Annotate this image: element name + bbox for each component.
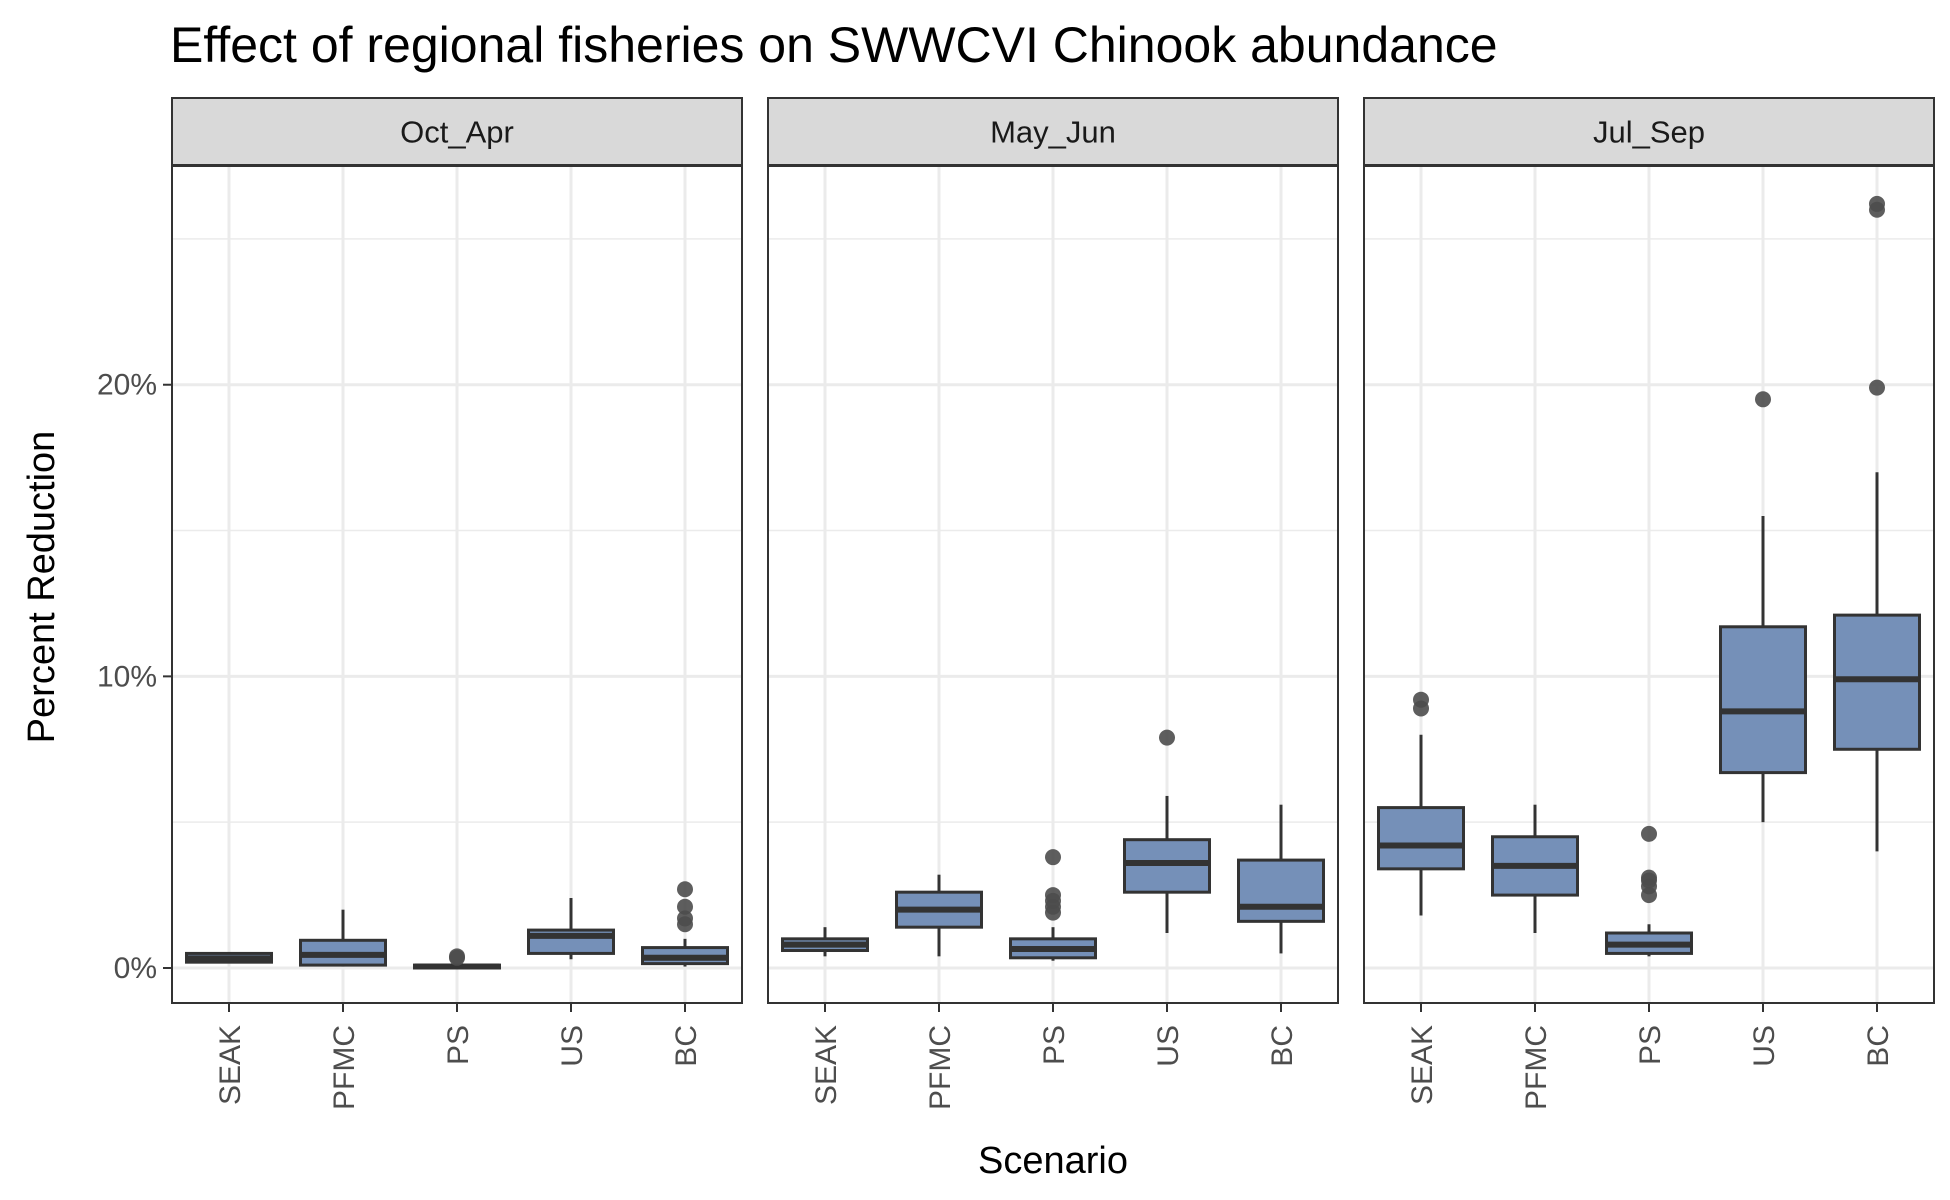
y-axis: 0% 10% 20% <box>97 369 172 985</box>
outlier-point <box>449 948 465 965</box>
box-ps <box>1009 849 1097 961</box>
facet-panel-oct-apr: Oct_Apr SEAK PFMC PS US BC <box>171 97 743 1110</box>
box-ps <box>1605 825 1693 957</box>
facet-strip <box>171 97 743 166</box>
box-body <box>1719 625 1807 775</box>
box-pfmc <box>299 909 387 967</box>
x-tick-label: US <box>556 1025 589 1067</box>
x-tick-label: PFMC <box>1520 1025 1553 1110</box>
facet-strip-label: Oct_Apr <box>400 115 514 150</box>
outlier-point <box>1869 195 1885 212</box>
facet-strip <box>1363 97 1935 166</box>
box-bc <box>1833 195 1921 852</box>
y-tick-label: 20% <box>97 369 157 402</box>
box-us <box>1123 729 1211 934</box>
facet-panel-may-jun: May_Jun SEAK PFMC PS US BC <box>767 97 1339 1110</box>
facet-strip-label: Jul_Sep <box>1593 115 1705 150</box>
y-axis-title: Percent Reduction <box>21 431 63 744</box>
x-tick-label: PFMC <box>924 1025 957 1110</box>
box-seak <box>1377 691 1465 916</box>
box-pfmc <box>1491 804 1579 934</box>
box-body <box>1377 806 1465 871</box>
box-seak <box>185 951 273 964</box>
y-tick-label: 0% <box>114 952 157 985</box>
box-body <box>1237 858 1325 923</box>
y-tick-label: 10% <box>97 660 157 693</box>
facet-panel-jul-sep: Jul_Sep SEAK PFMC PS US BC <box>1363 97 1935 1110</box>
box-us <box>527 898 615 960</box>
x-tick-label: BC <box>1862 1025 1895 1067</box>
facet-strip-label: May_Jun <box>990 115 1116 150</box>
box-pfmc <box>895 874 983 957</box>
x-axis-title: Scenario <box>978 1140 1128 1182</box>
box-bc <box>1237 804 1325 954</box>
outlier-point <box>677 898 693 915</box>
x-tick-label: PS <box>1038 1025 1071 1065</box>
box-seak <box>781 927 869 957</box>
facet-strip <box>767 97 1339 166</box>
x-tick-label: PS <box>442 1025 475 1065</box>
x-tick-label: US <box>1748 1025 1781 1067</box>
outlier-point <box>1045 887 1061 904</box>
outlier-point <box>1755 391 1771 408</box>
box-us <box>1719 391 1807 823</box>
outlier-point <box>1641 825 1657 842</box>
facet-panels: Oct_Apr SEAK PFMC PS US BC May_Jun SEAK PFMC PS US… <box>171 97 1935 1110</box>
outlier-point <box>677 881 693 898</box>
box-bc <box>641 881 729 967</box>
outlier-point <box>1641 869 1657 886</box>
x-tick-label: BC <box>670 1025 703 1067</box>
x-tick-label: US <box>1152 1025 1185 1067</box>
x-tick-label: BC <box>1266 1025 1299 1067</box>
chart-title: Effect of regional fisheries on SWWCVI C… <box>170 17 1498 73</box>
outlier-point <box>677 910 693 927</box>
x-tick-label: PS <box>1634 1025 1667 1065</box>
outlier-point <box>1159 729 1175 746</box>
x-tick-label: SEAK <box>214 1025 247 1105</box>
outlier-point <box>1413 691 1429 708</box>
x-tick-label: SEAK <box>810 1025 843 1105</box>
x-tick-label: PFMC <box>328 1025 361 1110</box>
x-tick-label: SEAK <box>1406 1025 1439 1105</box>
outlier-point <box>1045 849 1061 866</box>
outlier-point <box>1869 379 1885 396</box>
box-ps <box>413 948 501 970</box>
